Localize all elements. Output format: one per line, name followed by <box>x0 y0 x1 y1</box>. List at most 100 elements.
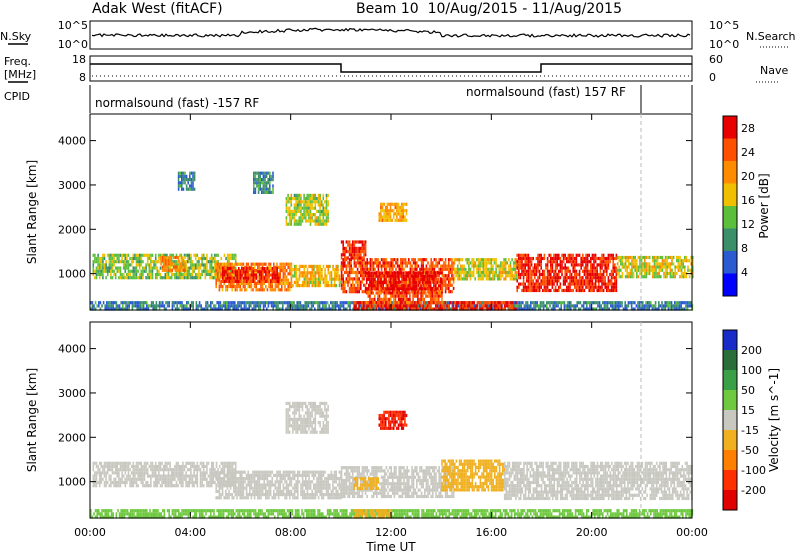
data-cell <box>467 301 469 304</box>
data-cell <box>121 273 123 276</box>
data-cell <box>441 291 443 294</box>
data-cell <box>244 277 246 280</box>
data-cell <box>630 256 632 259</box>
data-cell <box>271 175 273 178</box>
data-cell <box>341 256 343 259</box>
data-cell <box>379 291 381 294</box>
data-cell <box>596 270 598 273</box>
data-cell <box>314 301 316 304</box>
data-cell <box>318 271 320 274</box>
data-cell <box>399 216 401 219</box>
data-cell <box>478 258 480 261</box>
data-cell <box>545 289 547 292</box>
data-cell <box>430 301 432 304</box>
data-cell <box>537 279 539 282</box>
data-cell <box>510 301 512 304</box>
data-cell <box>239 288 241 291</box>
data-cell <box>347 271 349 274</box>
data-cell <box>596 267 598 270</box>
data-cell <box>126 276 128 279</box>
data-cell <box>660 269 662 272</box>
data-cell <box>660 304 662 307</box>
data-cell <box>395 301 397 304</box>
data-cell <box>543 301 545 304</box>
data-cell <box>106 301 108 304</box>
data-cell <box>434 258 436 261</box>
data-cell <box>684 266 686 269</box>
data-cell <box>678 266 680 269</box>
data-cell <box>299 271 301 274</box>
data-cell <box>604 270 606 273</box>
data-cell <box>678 256 680 259</box>
data-cell <box>658 301 660 304</box>
data-cell <box>569 289 571 292</box>
data-cell <box>455 268 457 271</box>
data-cell <box>201 263 203 266</box>
data-cell <box>266 191 268 194</box>
data-cell <box>332 268 334 271</box>
data-cell <box>341 277 343 280</box>
data-cell <box>370 265 372 268</box>
data-cell <box>634 266 636 269</box>
data-cell <box>256 301 258 304</box>
data-cell <box>255 301 257 304</box>
data-cell <box>247 263 249 266</box>
data-cell <box>276 301 278 304</box>
data-cell <box>291 265 293 268</box>
data-cell <box>147 273 149 276</box>
data-cell <box>187 260 189 263</box>
data-cell <box>117 257 119 260</box>
data-cell <box>358 240 360 243</box>
data-cell <box>681 259 683 262</box>
data-cell <box>196 304 198 307</box>
data-cell <box>289 266 291 269</box>
data-cell <box>274 301 276 304</box>
data-cell <box>358 271 360 274</box>
data-cell <box>385 216 387 219</box>
data-cell <box>259 277 261 280</box>
data-cell <box>621 301 623 304</box>
data-cell <box>566 279 568 282</box>
freq-strip: Freq. [MHz] 18 8 60 0 Nave <box>4 53 788 84</box>
data-cell <box>313 200 315 203</box>
data-cell <box>392 295 394 298</box>
data-cell <box>631 304 633 307</box>
data-cell <box>357 250 359 253</box>
data-cell <box>310 223 312 226</box>
data-cell <box>550 273 552 276</box>
data-cell <box>577 273 579 276</box>
data-cell <box>145 270 147 273</box>
data-cell <box>292 274 294 277</box>
data-cell <box>261 191 263 194</box>
data-cell <box>392 271 394 274</box>
data-cell <box>595 270 597 273</box>
data-cell <box>329 265 331 268</box>
data-cell <box>569 257 571 260</box>
data-cell <box>336 271 338 274</box>
data-cell <box>369 281 371 284</box>
data-cell <box>235 257 237 260</box>
data-cell <box>352 271 354 274</box>
data-cell <box>523 254 525 257</box>
data-cell <box>385 209 387 212</box>
data-cell <box>355 256 357 259</box>
data-cell <box>175 256 177 259</box>
data-cell <box>540 257 542 260</box>
data-cell <box>571 260 573 263</box>
data-cell <box>153 267 155 270</box>
data-cell <box>495 265 497 268</box>
data-cell <box>110 273 112 276</box>
data-cell <box>244 273 246 276</box>
data-cell <box>292 301 294 304</box>
data-cell <box>163 269 165 272</box>
data-cell <box>657 262 659 265</box>
data-cell <box>132 304 134 307</box>
data-cell <box>371 281 373 284</box>
data-cell <box>412 275 414 278</box>
data-cell <box>267 178 269 181</box>
data-cell <box>349 290 351 293</box>
data-cell <box>374 278 376 281</box>
data-cell <box>360 247 362 250</box>
data-cell <box>559 301 561 304</box>
data-cell <box>420 298 422 301</box>
